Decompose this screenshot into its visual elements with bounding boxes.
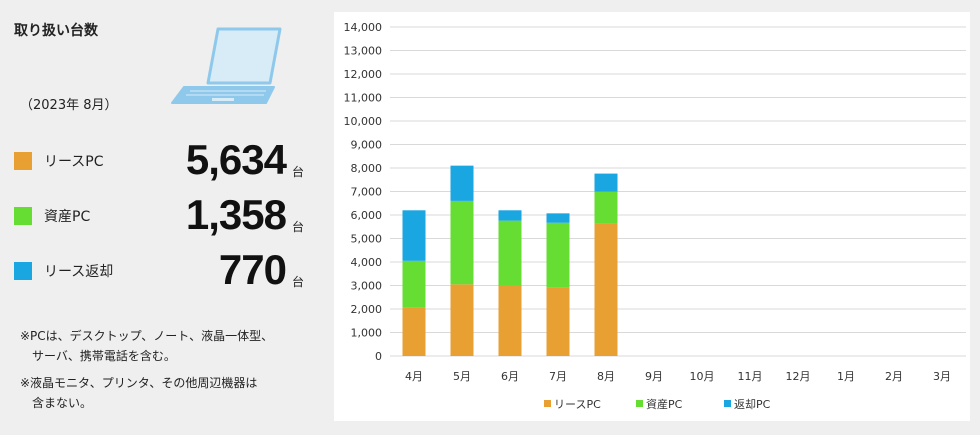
legend-swatch-asset — [14, 207, 32, 225]
stat-lease-pc: リースPC 5,634 台 — [14, 136, 314, 186]
stat-value: 770 — [218, 246, 287, 293]
stat-label: 資産PC — [44, 209, 91, 225]
bar-segment — [546, 287, 570, 356]
stat-asset-pc: 資産PC 1,358 台 — [14, 191, 314, 241]
legend-swatch — [724, 400, 731, 407]
x-tick-label: 5月 — [453, 370, 471, 383]
y-tick-label: 9,000 — [351, 139, 383, 152]
bar-segment — [402, 210, 426, 261]
legend-label: 返却PC — [734, 398, 771, 411]
stat-unit: 台 — [291, 220, 304, 234]
y-tick-label: 12,000 — [344, 68, 383, 81]
y-tick-label: 3,000 — [351, 280, 383, 293]
bar-segment — [594, 191, 618, 224]
y-tick-label: 4,000 — [351, 256, 383, 269]
stat-label: リース返却 — [44, 264, 114, 280]
summary-panel: 取り扱い台数 （2023年 8月） リースPC 5,634 台 資産PC 1,3… — [0, 0, 330, 435]
x-tick-label: 12月 — [786, 370, 811, 383]
note-line: ※PCは、デスクトップ、ノート、液晶一体型、 — [20, 329, 274, 343]
chart-svg: 0 1,000 2,000 3,000 4,000 5,000 6,000 7,000 8,00… — [344, 21, 966, 411]
period-label: （2023年 8月） — [20, 98, 118, 113]
panel-title: 取り扱い台数 — [14, 23, 98, 39]
y-tick-label: 5,000 — [351, 233, 383, 246]
x-tick-label: 2月 — [885, 370, 903, 383]
note-line: 含まない。 — [20, 396, 93, 410]
legend-label: リースPC — [554, 398, 601, 411]
stat-label: リースPC — [44, 154, 104, 170]
y-tick-label: 0 — [375, 350, 382, 363]
y-tick-label: 11,000 — [344, 92, 383, 105]
y-tick-label: 1,000 — [351, 327, 383, 340]
stat-value: 5,634 — [185, 136, 287, 183]
y-tick-label: 14,000 — [344, 21, 383, 34]
x-tick-label: 10月 — [690, 370, 715, 383]
x-tick-label: 6月 — [501, 370, 519, 383]
bar-segment — [546, 222, 570, 288]
stat-lease-return: リース返却 770 台 — [14, 246, 314, 296]
bar-segment — [594, 223, 618, 356]
stat-unit: 台 — [291, 165, 304, 179]
note-line: ※液晶モニタ、プリンタ、その他周辺機器は — [20, 376, 258, 390]
x-tick-label: 7月 — [549, 370, 567, 383]
y-tick-label: 7,000 — [351, 186, 383, 199]
y-tick-label: 8,000 — [351, 162, 383, 175]
bar-segment — [402, 260, 426, 308]
note-line: サーバ、携帯電話を含む。 — [20, 349, 176, 363]
legend-swatch-lease — [14, 152, 32, 170]
bar-segment — [450, 284, 474, 356]
legend-label: 資産PC — [646, 398, 683, 411]
bar-segment — [546, 213, 570, 223]
stacked-bar-chart: 0 1,000 2,000 3,000 4,000 5,000 6,000 7,000 8,00… — [334, 12, 970, 421]
laptop-icon — [171, 27, 282, 104]
legend-swatch — [636, 400, 643, 407]
legend-swatch-return — [14, 262, 32, 280]
x-tick-label: 9月 — [645, 370, 663, 383]
x-tick-label: 8月 — [597, 370, 615, 383]
x-tick-label: 4月 — [405, 370, 423, 383]
y-tick-label: 2,000 — [351, 303, 383, 316]
bar-segment — [498, 210, 522, 221]
x-tick-label: 1月 — [837, 370, 855, 383]
legend-swatch — [544, 400, 551, 407]
stat-unit: 台 — [291, 275, 304, 289]
y-tick-label: 13,000 — [344, 45, 383, 58]
x-tick-label: 11月 — [738, 370, 763, 383]
bar-segment — [402, 307, 426, 356]
bar-segment — [450, 165, 474, 201]
y-tick-label: 10,000 — [344, 115, 383, 128]
bar-segment — [450, 200, 474, 285]
y-tick-label: 6,000 — [351, 209, 383, 222]
x-tick-label: 3月 — [933, 370, 951, 383]
bar-segment — [498, 285, 522, 356]
bar-segment — [594, 173, 618, 192]
bar-segment — [498, 220, 522, 286]
stat-value: 1,358 — [185, 191, 287, 238]
